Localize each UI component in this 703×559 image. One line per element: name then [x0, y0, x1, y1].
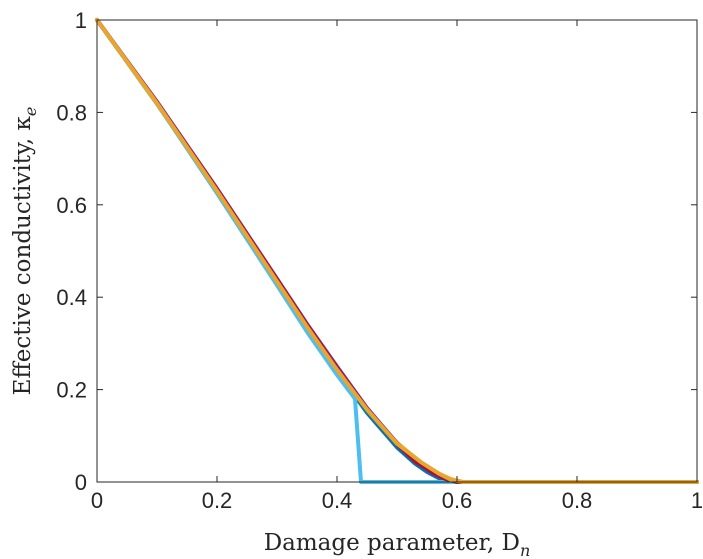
y-axis-title: Effective conductivity, κe [10, 107, 40, 396]
y-tick-label: 0 [75, 470, 87, 495]
x-tick-label: 1 [691, 488, 703, 513]
x-tick-label: 0 [91, 488, 103, 513]
x-axis-title-main: Damage parameter, D [264, 530, 520, 556]
y-tick-label: 1 [75, 8, 87, 33]
y-axis-title-subscript: e [21, 107, 40, 116]
x-axis-title: Damage parameter, Dn [264, 530, 531, 559]
axes-box [96, 19, 698, 483]
plot-area [97, 20, 697, 482]
y-tick-label: 0.4 [56, 285, 87, 310]
x-tick-label: 0.8 [562, 488, 593, 513]
x-tick-label: 0.4 [322, 488, 353, 513]
axes-layer: 0 0.2 0.4 0.6 0.8 1 0 0.2 0.4 0.6 0.8 1 [56, 8, 703, 513]
x-tick-label: 0.2 [202, 488, 233, 513]
x-tick-label: 0.6 [442, 488, 473, 513]
y-axis-title-main: Effective conductivity, κ [10, 116, 36, 396]
y-tick-label: 0.8 [56, 100, 87, 125]
y-tick-label: 0.6 [56, 193, 87, 218]
x-axis-title-subscript: n [520, 541, 530, 559]
y-tick-label: 0.2 [56, 378, 87, 403]
